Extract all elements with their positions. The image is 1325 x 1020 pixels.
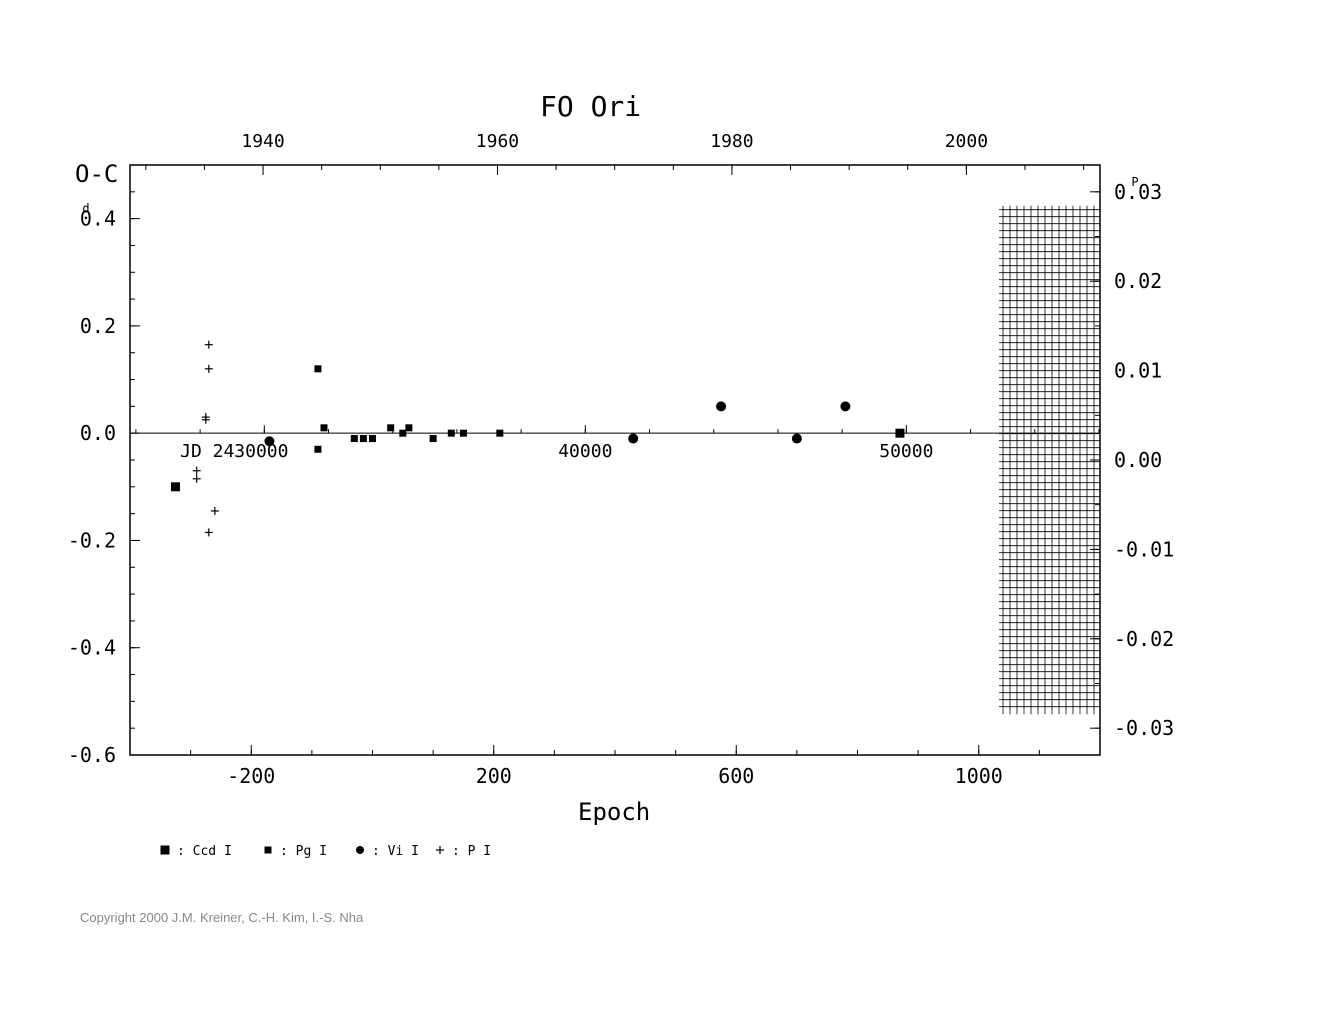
svg-text:-0.6: -0.6 (68, 743, 116, 767)
svg-text:40000: 40000 (558, 441, 612, 462)
svg-text:-0.4: -0.4 (68, 636, 116, 660)
svg-text:d: d (82, 202, 89, 216)
svg-text:0.00: 0.00 (1114, 448, 1162, 472)
svg-text:-0.01: -0.01 (1114, 537, 1174, 561)
svg-text:-0.03: -0.03 (1114, 716, 1174, 740)
svg-text:200: 200 (476, 764, 512, 788)
svg-text:1960: 1960 (476, 131, 519, 152)
svg-text:: Ccd I: : Ccd I (177, 844, 232, 859)
svg-text:-0.02: -0.02 (1114, 627, 1174, 651)
x-axis-label: Epoch (578, 798, 650, 826)
y-axis-left-label: O-C (75, 160, 118, 188)
svg-text:: P I: : P I (452, 844, 491, 859)
svg-text:-200: -200 (227, 764, 275, 788)
copyright-text: Copyright 2000 J.M. Kreiner, C.-H. Kim, … (80, 910, 363, 925)
svg-text:600: 600 (718, 764, 754, 788)
svg-text:0.0: 0.0 (80, 421, 116, 445)
svg-text:P: P (1131, 175, 1138, 189)
svg-text:1940: 1940 (241, 131, 284, 152)
svg-text:0.2: 0.2 (80, 314, 116, 338)
chart-container: { "chart": { "type": "scatter", "title":… (0, 0, 1325, 1020)
svg-text:1980: 1980 (710, 131, 753, 152)
svg-text:50000: 50000 (879, 441, 933, 462)
svg-text:0.02: 0.02 (1114, 269, 1162, 293)
svg-text:1000: 1000 (955, 764, 1003, 788)
chart-title: FO Ori (540, 90, 641, 123)
svg-text:: Vi I: : Vi I (372, 844, 419, 859)
svg-text:-0.2: -0.2 (68, 528, 116, 552)
svg-text:: Pg I: : Pg I (280, 844, 327, 859)
svg-text:2000: 2000 (945, 131, 988, 152)
svg-text:0.01: 0.01 (1114, 359, 1162, 383)
chart-svg: -20020060010001940196019802000JD 2430000… (0, 0, 1325, 1020)
